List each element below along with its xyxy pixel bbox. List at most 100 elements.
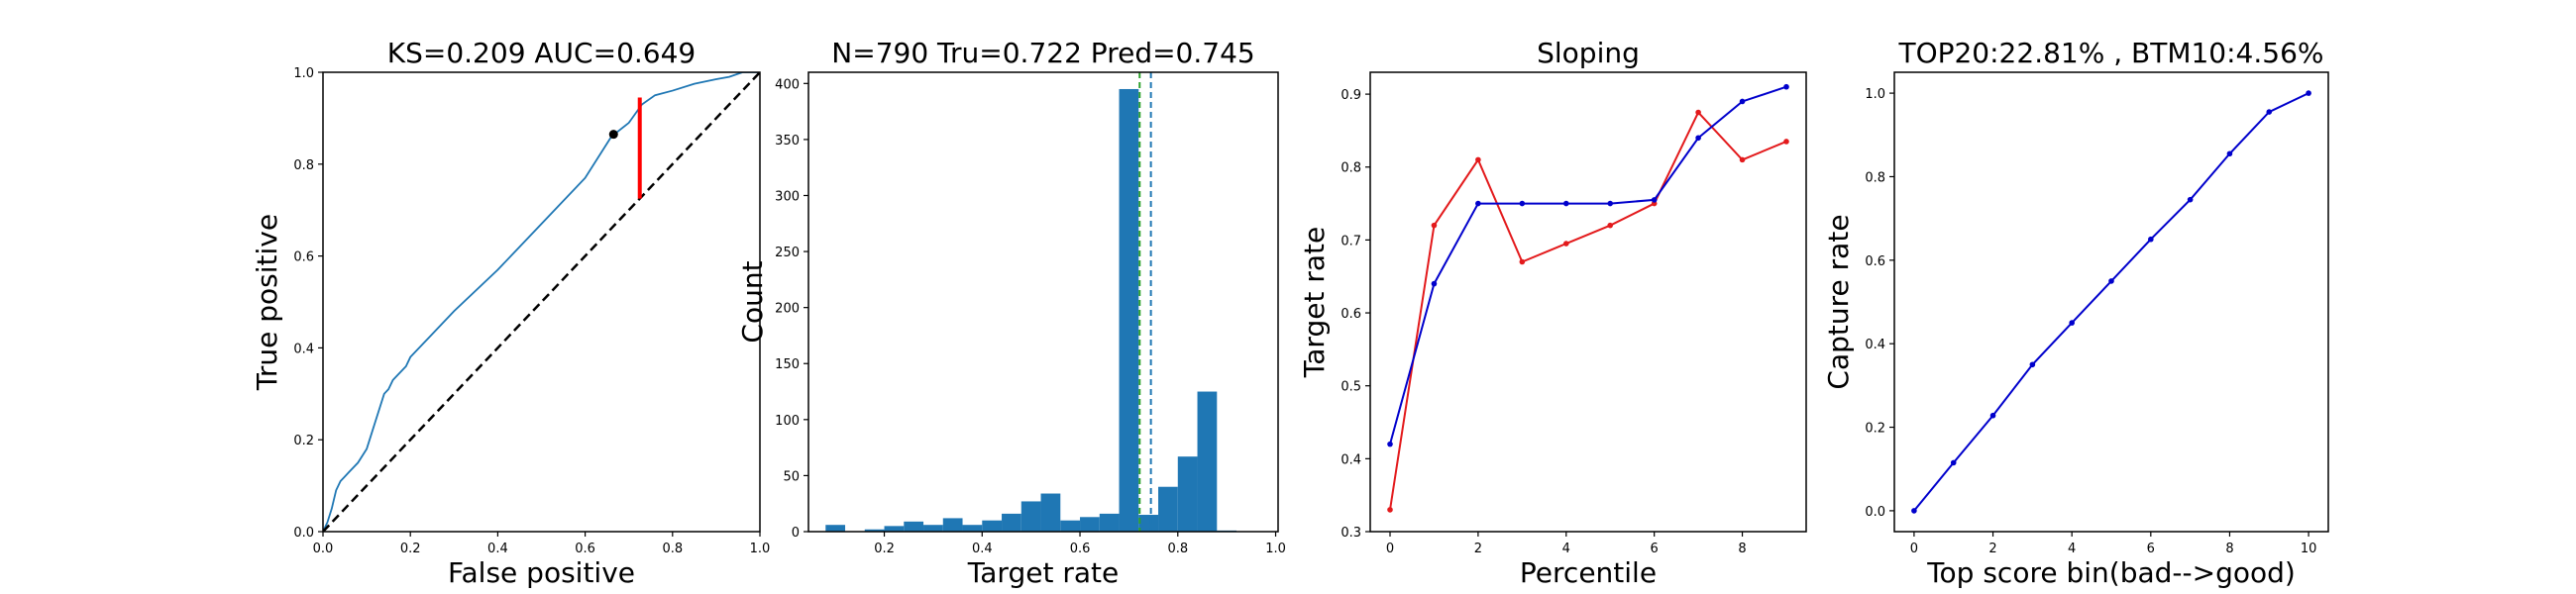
y-tick-label: 0.6 <box>1341 307 1361 322</box>
y-axis-label: Target rate <box>1298 227 1331 378</box>
histogram-bar <box>1099 513 1120 532</box>
y-tick-label: 0.8 <box>1341 161 1361 176</box>
red-series-point <box>1739 156 1746 163</box>
blue-series-point <box>1695 135 1701 142</box>
y-tick-label: 0.9 <box>1341 88 1361 103</box>
y-axis-label: Count <box>736 260 769 343</box>
capture-rate-point <box>1911 508 1917 514</box>
y-tick-label: 0.8 <box>1865 170 1885 185</box>
y-tick-label: 0.4 <box>293 342 314 356</box>
y-tick-label: 0.5 <box>1341 380 1361 395</box>
x-tick-label: 0.2 <box>400 542 421 556</box>
x-tick-label: 0.6 <box>575 542 595 556</box>
y-tick-label: 350 <box>775 134 800 148</box>
x-axis-label: Percentile <box>1520 556 1657 589</box>
x-tick-label: 2 <box>1474 542 1482 556</box>
capture-rate-point <box>2226 150 2233 157</box>
y-tick-label: 0.0 <box>1865 505 1885 520</box>
blue-series-point <box>1431 280 1438 287</box>
histogram-bar <box>1060 520 1081 532</box>
x-tick-label: 0.6 <box>1070 542 1091 556</box>
histogram-bar <box>1177 456 1198 532</box>
y-axis-label: Capture rate <box>1822 214 1855 389</box>
histogram-bar <box>884 526 905 532</box>
x-tick-label: 8 <box>1738 542 1746 556</box>
x-tick-label: 4 <box>1562 542 1570 556</box>
x-axis-label: Target rate <box>967 556 1119 589</box>
plot-frame <box>1893 71 2329 533</box>
target-rate-histogram-panel: N=790 Tru=0.722 Pred=0.745 Target rate Cou… <box>736 37 1286 589</box>
blue-series-point <box>1607 200 1614 207</box>
blue-series-point <box>1783 83 1789 90</box>
sloping-panel: Sloping Percentile Target rate 0 2 4 6 8 0.3 0.4 0… <box>1298 37 1807 589</box>
red-series-point <box>1562 241 1569 247</box>
x-axis-label: Top score bin(bad-->good) <box>1926 556 2296 589</box>
roc-curve-line <box>323 72 760 532</box>
chart-title: N=790 Tru=0.722 Pred=0.745 <box>831 37 1254 69</box>
y-tick-label: 0 <box>792 526 800 541</box>
y-tick-label: 0.6 <box>1865 254 1885 269</box>
capture-rate-point <box>2148 236 2154 243</box>
histogram-bar <box>923 525 943 532</box>
random-diagonal-line <box>323 72 760 532</box>
histogram-bar <box>962 525 983 532</box>
blue-series-point <box>1562 200 1569 207</box>
x-tick-label: 0.8 <box>662 542 683 556</box>
y-tick-label: 0.6 <box>293 250 314 265</box>
y-tick-label: 0.4 <box>1865 338 1885 352</box>
x-tick-label: 1.0 <box>1265 542 1286 556</box>
x-tick-label: 1.0 <box>750 542 771 556</box>
y-tick-label: 250 <box>775 246 800 260</box>
x-tick-label: 0.8 <box>1167 542 1188 556</box>
blue-series-line <box>1389 85 1787 445</box>
y-tick-label: 0.4 <box>1341 452 1361 467</box>
y-tick-label: 100 <box>775 414 800 429</box>
plot-frame <box>807 71 1279 533</box>
y-tick-label: 200 <box>775 302 800 317</box>
x-tick-label: 0 <box>1386 542 1394 556</box>
histogram-bar <box>864 529 885 532</box>
histogram-bar <box>1158 486 1178 532</box>
optimal-point-marker <box>608 130 618 140</box>
x-tick-label: 0.0 <box>313 542 334 556</box>
red-series-point <box>1695 109 1701 116</box>
histogram-bar <box>1040 493 1061 532</box>
red-series-point <box>1475 156 1481 163</box>
histogram-bar <box>982 520 1003 532</box>
y-tick-label: 400 <box>775 77 800 92</box>
capture-rate-point <box>2187 196 2194 203</box>
blue-series-point <box>1387 441 1393 447</box>
red-series-line <box>1389 110 1787 511</box>
chart-title: TOP20:22.81% , BTM10:4.56% <box>1897 37 2323 69</box>
y-tick-label: 1.0 <box>1865 87 1885 102</box>
y-tick-label: 0.8 <box>293 158 314 173</box>
x-tick-label: 0 <box>1910 542 1918 556</box>
capture-rate-point <box>2029 361 2036 368</box>
y-axis-label: True positive <box>251 214 283 391</box>
x-tick-label: 6 <box>1651 542 1659 556</box>
capture-rate-point <box>1950 459 1957 466</box>
x-axis-label: False positive <box>448 556 635 589</box>
y-tick-label: 0.3 <box>1341 526 1361 541</box>
chart-title: Sloping <box>1537 37 1640 69</box>
histogram-bar <box>904 521 924 532</box>
capture-rate-point <box>2069 320 2075 326</box>
histogram-bar <box>825 525 846 532</box>
x-tick-label: 4 <box>2068 542 2076 556</box>
y-tick-label: 0.2 <box>293 434 314 448</box>
x-tick-label: 0.4 <box>487 542 508 556</box>
histogram-bar <box>1020 501 1041 532</box>
blue-series-point <box>1519 200 1526 207</box>
red-series-point <box>1607 222 1614 229</box>
blue-series-point <box>1651 197 1658 203</box>
y-tick-label: 0.0 <box>293 526 314 541</box>
capture-rate-point <box>1989 412 1996 419</box>
y-tick-label: 300 <box>775 189 800 204</box>
y-tick-label: 1.0 <box>293 66 314 81</box>
x-tick-label: 0.4 <box>972 542 993 556</box>
capture-rate-panel: TOP20:22.81% , BTM10:4.56% Top score bin(… <box>1822 37 2329 589</box>
x-tick-label: 8 <box>2225 542 2233 556</box>
x-tick-label: 10 <box>2301 542 2317 556</box>
histogram-bar <box>942 518 963 532</box>
histogram-bar <box>1080 517 1100 532</box>
